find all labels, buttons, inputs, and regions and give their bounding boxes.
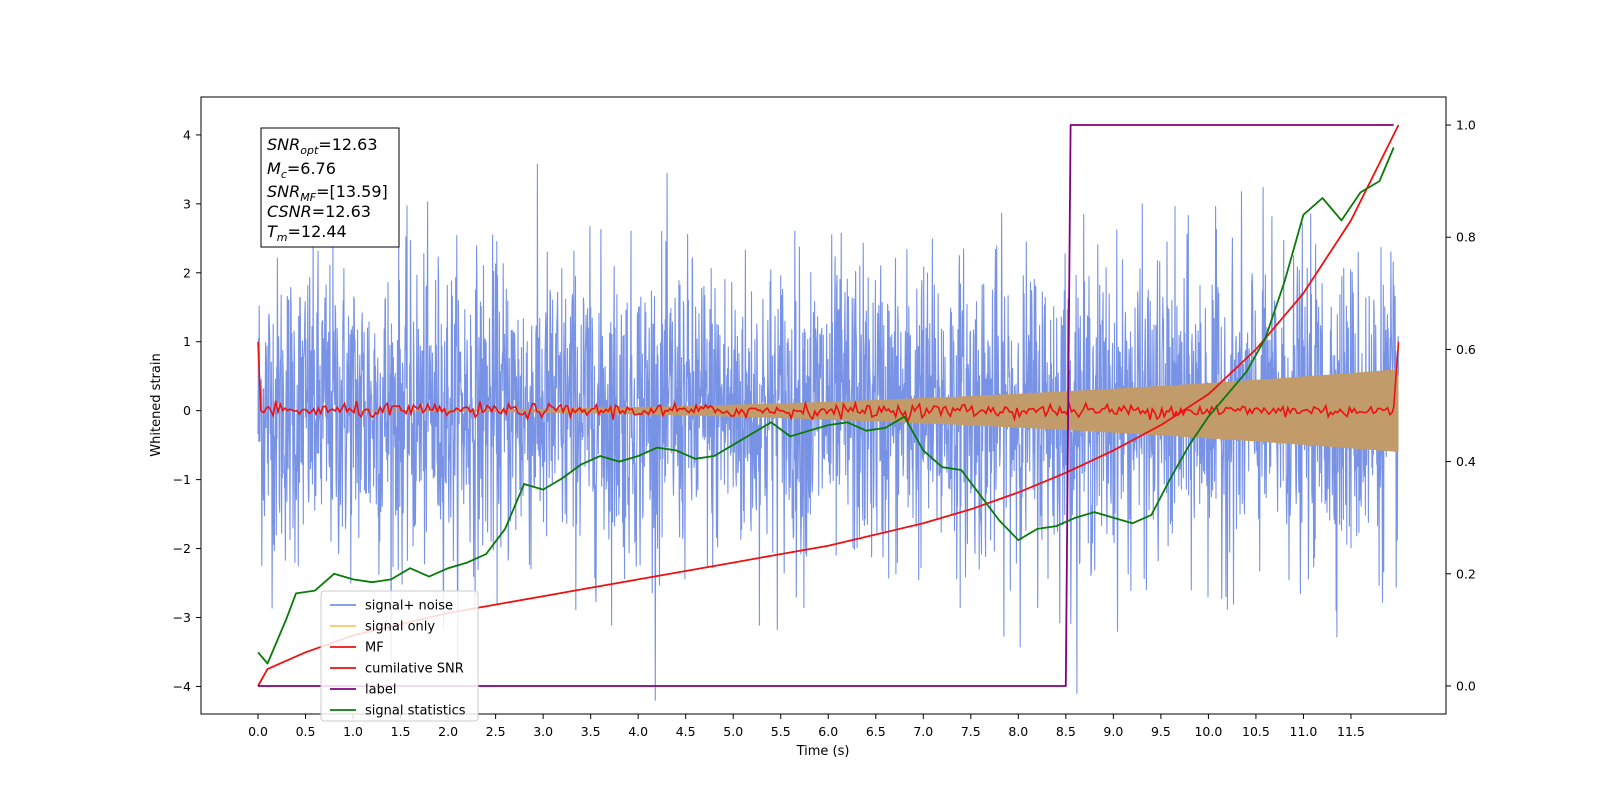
legend-entry-label: signal only	[365, 620, 435, 635]
y-tick-label: −2	[173, 541, 191, 556]
series-label-line	[258, 124, 1394, 687]
x-tick-label: 8.5	[1056, 724, 1076, 739]
annotation-tm: Tm=12.44	[267, 222, 347, 244]
legend-entry-label: signal statistics	[365, 704, 466, 719]
x-axis-label: Time (s)	[796, 744, 850, 759]
axes: 0.0 0.5 1.0 1.5 2.0 2.5 3.0 3.5 4.0 4.5 5.0 5.5 6.0 6…	[173, 118, 1476, 739]
annotation-mc: Mc=6.76	[267, 159, 336, 181]
y-tick-label: −4	[173, 679, 191, 694]
x-tick-label: 1.0	[343, 724, 363, 739]
x-tick-label: 10.0	[1194, 724, 1222, 739]
annotation-csnr: CSNR=12.63	[267, 202, 371, 221]
y-tick-label: 0	[183, 403, 191, 418]
y-tick-label: 2	[183, 265, 191, 280]
y-tick-label: 4	[183, 127, 191, 142]
legend-entry-label: MF	[365, 641, 384, 656]
y-tick-label: 1	[183, 334, 191, 349]
annotation-snr-mf: SNRMF=[13.59]	[267, 182, 388, 204]
series-mf-line	[257, 341, 1400, 425]
x-tick-label: 7.0	[913, 724, 933, 739]
y2-tick-label: 0.8	[1456, 230, 1476, 245]
y-axis-label: Whitened strain	[149, 353, 164, 456]
x-tick-label: 9.5	[1151, 724, 1171, 739]
x-tick-label: 2.5	[486, 724, 506, 739]
x-tick-label: 6.0	[818, 724, 838, 739]
x-tick-label: 9.0	[1103, 724, 1123, 739]
y2-tick-label: 0.0	[1456, 678, 1476, 693]
x-tick-label: 5.0	[723, 724, 743, 739]
annotation-box: SNRopt=12.63 Mc=6.76 SNRMF=[13.59] CSNR=…	[260, 127, 400, 248]
y2-tick-label: 0.4	[1456, 454, 1476, 469]
x-tick-label: 8.0	[1008, 724, 1028, 739]
legend: signal+ noise signal only MF cumilative SNR…	[320, 590, 479, 722]
y2-tick-label: 1.0	[1456, 118, 1476, 133]
legend-entry-label: cumilative SNR	[365, 662, 464, 677]
x-tick-label: 11.0	[1290, 724, 1318, 739]
y-tick-label: 3	[183, 196, 191, 211]
annotation-snr-opt: SNRopt=12.63	[267, 135, 378, 157]
y2-tick-label: 0.2	[1456, 566, 1476, 581]
x-tick-label: 1.5	[391, 724, 411, 739]
y-tick-label: −1	[173, 472, 191, 487]
plot-frame	[200, 96, 1447, 715]
x-tick-label: 2.0	[438, 724, 458, 739]
legend-entry-label: signal+ noise	[365, 599, 453, 614]
x-tick-label: 3.0	[533, 724, 553, 739]
x-tick-label: 0.5	[296, 724, 316, 739]
y2-tick-label: 0.6	[1456, 342, 1476, 357]
x-tick-label: 10.5	[1242, 724, 1270, 739]
x-tick-label: 3.5	[581, 724, 601, 739]
x-tick-label: 4.5	[676, 724, 696, 739]
y-tick-label: −3	[173, 610, 191, 625]
x-tick-label: 11.5	[1337, 724, 1365, 739]
x-tick-label: 4.0	[628, 724, 648, 739]
x-tick-label: 7.5	[961, 724, 981, 739]
x-tick-label: 6.5	[866, 724, 886, 739]
series-signal-statistics-line	[257, 147, 1395, 665]
x-tick-label: 5.5	[771, 724, 791, 739]
legend-entry-label: label	[365, 683, 396, 698]
x-tick-label: 0.0	[248, 724, 268, 739]
legend-frame	[320, 590, 479, 722]
